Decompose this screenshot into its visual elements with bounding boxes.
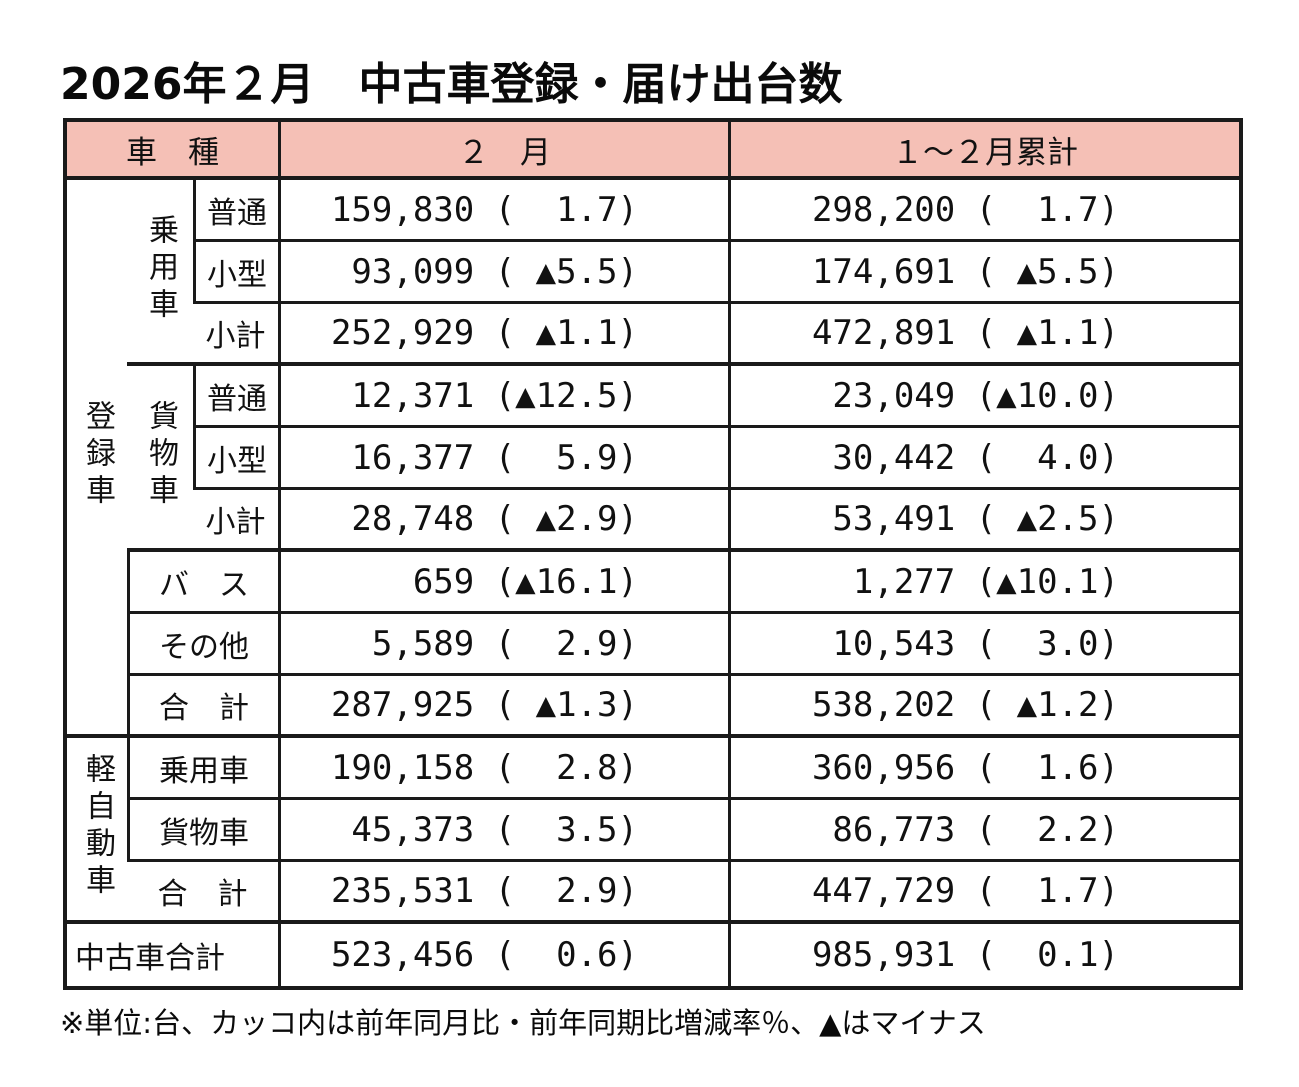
cum-value-passenger-standard: 298,200 ( 1.7): [731, 180, 1239, 242]
table-row: 小計 28,748 ( ▲2.9) 53,491 ( ▲2.5): [67, 490, 1239, 552]
group-label-registered: 登録車: [67, 180, 127, 738]
feb-value-passenger-small: 93,099 ( ▲5.5): [281, 242, 731, 304]
table-row: バ ス 659 (▲16.1) 1,277 (▲10.1): [67, 552, 1239, 614]
row-label-passenger-small: 小型: [193, 242, 281, 304]
table-row: 合 計 287,925 ( ▲1.3) 538,202 ( ▲1.2): [67, 676, 1239, 738]
row-label-passenger-standard: 普通: [193, 180, 281, 242]
cum-value-passenger-small: 174,691 ( ▲5.5): [731, 242, 1239, 304]
cum-value-cargo-standard: 23,049 (▲10.0): [731, 366, 1239, 428]
cum-value-bus: 1,277 (▲10.1): [731, 552, 1239, 614]
cum-value-passenger-subtotal: 472,891 ( ▲1.1): [731, 304, 1239, 366]
table-row: その他 5,589 ( 2.9) 10,543 ( 3.0): [67, 614, 1239, 676]
cum-value-kei-passenger: 360,956 ( 1.6): [731, 738, 1239, 800]
cum-value-other: 10,543 ( 3.0): [731, 614, 1239, 676]
table-row: 合 計 235,531 ( 2.9) 447,729 ( 1.7): [67, 862, 1239, 924]
summary-table: 車 種 ２ 月 １～２月累計 登録車 乗用車 普通 159,830 ( 1.7)…: [63, 118, 1243, 990]
cum-value-kei-total: 447,729 ( 1.7): [731, 862, 1239, 924]
cum-value-registered-total: 538,202 ( ▲1.2): [731, 676, 1239, 738]
table-row: 小計 252,929 ( ▲1.1) 472,891 ( ▲1.1): [67, 304, 1239, 366]
row-label-kei-passenger: 乗用車: [127, 738, 281, 800]
row-label-kei-total: 合 計: [127, 862, 281, 924]
header-row: 車 種 ２ 月 １～２月累計: [67, 122, 1239, 180]
cum-value-cargo-subtotal: 53,491 ( ▲2.5): [731, 490, 1239, 552]
row-label-kei-cargo: 貨物車: [127, 800, 281, 862]
row-label-grand-total: 中古車合計: [67, 924, 281, 986]
feb-value-cargo-standard: 12,371 (▲12.5): [281, 366, 731, 428]
header-cumulative: １～２月累計: [731, 122, 1239, 180]
table-row: 小型 93,099 ( ▲5.5) 174,691 ( ▲5.5): [67, 242, 1239, 304]
row-label-cargo-standard: 普通: [193, 366, 281, 428]
group-label-passenger: 乗用車: [127, 180, 193, 366]
table-row: 小型 16,377 ( 5.9) 30,442 ( 4.0): [67, 428, 1239, 490]
feb-value-registered-total: 287,925 ( ▲1.3): [281, 676, 731, 738]
table-row: 中古車合計 523,456 ( 0.6) 985,931 ( 0.1): [67, 924, 1239, 986]
row-label-cargo-subtotal: 小計: [193, 490, 281, 552]
feb-value-other: 5,589 ( 2.9): [281, 614, 731, 676]
row-label-other: その他: [127, 614, 281, 676]
feb-value-kei-cargo: 45,373 ( 3.5): [281, 800, 731, 862]
group-label-kei: 軽自動車: [67, 738, 127, 924]
feb-value-grand-total: 523,456 ( 0.6): [281, 924, 731, 986]
feb-value-passenger-standard: 159,830 ( 1.7): [281, 180, 731, 242]
row-label-bus: バ ス: [127, 552, 281, 614]
cum-value-kei-cargo: 86,773 ( 2.2): [731, 800, 1239, 862]
page-title: 2026年２月 中古車登録・届け出台数: [60, 59, 843, 110]
feb-value-passenger-subtotal: 252,929 ( ▲1.1): [281, 304, 731, 366]
feb-value-kei-total: 235,531 ( 2.9): [281, 862, 731, 924]
table-row: 貨物車 45,373 ( 3.5) 86,773 ( 2.2): [67, 800, 1239, 862]
header-february: ２ 月: [281, 122, 731, 180]
table-row: 貨物車 普通 12,371 (▲12.5) 23,049 (▲10.0): [67, 366, 1239, 552]
feb-value-cargo-small: 16,377 ( 5.9): [281, 428, 731, 490]
row-label-passenger-subtotal: 小計: [193, 304, 281, 366]
table-row: 軽自動車 乗用車 190,158 ( 2.8) 360,956 ( 1.6): [67, 738, 1239, 924]
row-label-cargo-small: 小型: [193, 428, 281, 490]
group-label-cargo: 貨物車: [127, 366, 193, 552]
feb-value-bus: 659 (▲16.1): [281, 552, 731, 614]
feb-value-kei-passenger: 190,158 ( 2.8): [281, 738, 731, 800]
header-vehicle-type: 車 種: [67, 122, 281, 180]
row-label-registered-total: 合 計: [127, 676, 281, 738]
cum-value-cargo-small: 30,442 ( 4.0): [731, 428, 1239, 490]
cum-value-grand-total: 985,931 ( 0.1): [811, 935, 1119, 975]
table-row: 登録車 乗用車 普通 159,830 ( 1.7) 298,200 ( 1.7): [67, 180, 1239, 738]
feb-value-cargo-subtotal: 28,748 ( ▲2.9): [281, 490, 731, 552]
footnote: ※単位:台、カッコ内は前年同月比・前年同期比増減率％、▲はマイナス: [60, 1006, 986, 1040]
